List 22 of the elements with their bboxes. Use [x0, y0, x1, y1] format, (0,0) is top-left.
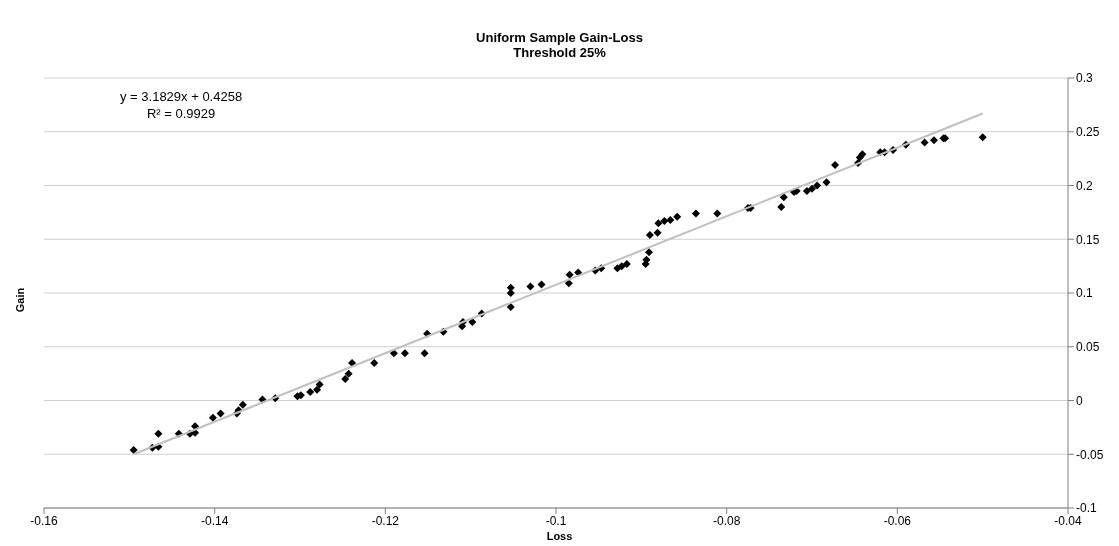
y-tick-label: -0.1	[1076, 501, 1097, 516]
y-tick-label: 0.15	[1076, 232, 1100, 247]
x-tick-label: -0.06	[883, 513, 912, 528]
y-tick-label: 0.2	[1076, 178, 1094, 193]
x-axis-title: Loss	[545, 530, 574, 542]
chart-subtitle: Threshold 25%	[512, 45, 607, 60]
y-tick-label: 0.3	[1076, 71, 1094, 86]
x-tick-label: -0.04	[1054, 513, 1082, 528]
annotation: R² = 0.9929	[145, 105, 217, 122]
y-tick-label: 0.05	[1076, 340, 1100, 355]
chart-title: Uniform Sample Gain-Loss	[475, 30, 644, 45]
x-tick-label: -0.14	[200, 513, 229, 528]
y-tick-label: 0.1	[1076, 286, 1094, 301]
y-tick-label: -0.05	[1076, 447, 1104, 462]
x-tick-label: -0.1	[545, 513, 567, 528]
y-axis-title: Gain	[13, 287, 26, 313]
x-tick-label: -0.08	[712, 513, 741, 528]
x-tick-label: -0.16	[30, 513, 58, 528]
annotation: y = 3.1829x + 0.4258	[120, 88, 243, 105]
y-tick-label: 0	[1076, 393, 1083, 408]
y-tick-label: 0.25	[1076, 125, 1100, 140]
x-tick-label: -0.12	[371, 513, 400, 528]
